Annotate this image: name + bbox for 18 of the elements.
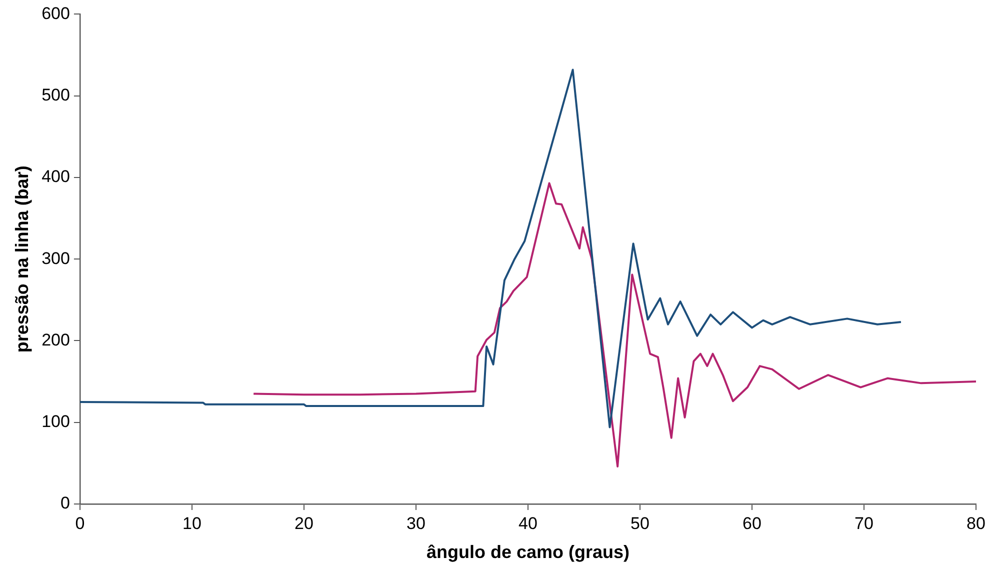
x-tick-label: 80 <box>966 514 986 533</box>
x-tick-label: 50 <box>630 514 650 533</box>
y-tick-label: 600 <box>42 4 70 23</box>
y-tick-label: 400 <box>42 167 70 186</box>
y-tick-label: 0 <box>60 494 70 513</box>
x-tick-label: 0 <box>75 514 85 533</box>
x-tick-label: 20 <box>294 514 314 533</box>
y-tick-label: 500 <box>42 86 70 105</box>
x-tick-label: 60 <box>742 514 762 533</box>
y-tick-label: 200 <box>42 330 70 350</box>
x-tick-label: 30 <box>406 514 426 533</box>
x-tick-label: 10 <box>182 514 202 533</box>
x-axis-title: ângulo de camo (graus) <box>426 542 630 562</box>
y-tick-label: 100 <box>42 412 70 432</box>
x-tick-label: 40 <box>518 514 538 533</box>
y-axis-title: pressão na linha (bar) <box>12 166 32 353</box>
y-tick-label: 300 <box>42 248 70 268</box>
x-tick-label: 70 <box>854 514 874 533</box>
